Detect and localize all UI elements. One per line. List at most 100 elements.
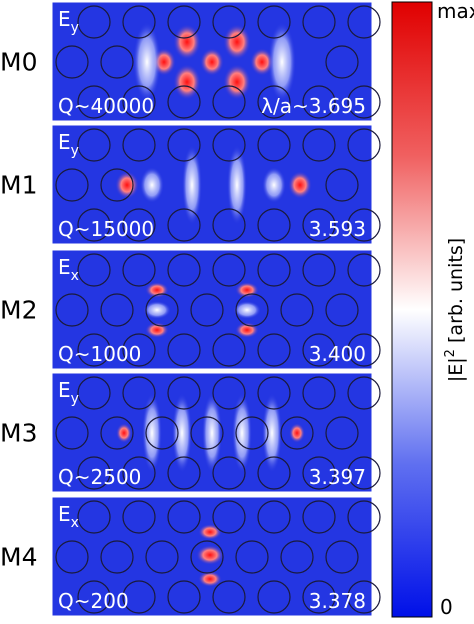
air-hole [235,293,269,327]
air-hole [302,5,336,39]
field-map [51,124,373,245]
air-hole [347,456,381,490]
air-hole [77,333,111,367]
quality-factor: Q~15000 [58,217,154,241]
air-hole [190,540,224,574]
field-lobe [262,167,286,203]
field-lobe [268,22,296,102]
field-lobe [288,171,312,199]
field-lobe [140,167,164,203]
air-hole [347,580,381,614]
air-hole [302,456,336,490]
air-hole [325,416,359,450]
colorbar-label: |E|2 [arb. units] [443,238,467,382]
air-hole [347,500,381,534]
air-hole [167,85,201,119]
air-hole [122,580,156,614]
colorbar-max: max [437,0,474,23]
field-lobe [289,423,305,443]
quality-factor: Q~1000 [58,342,141,366]
air-hole [122,376,156,410]
field-subscript: y [71,391,79,407]
air-hole [212,456,246,490]
air-hole [167,208,201,242]
air-hole [145,416,179,450]
field-lobe [223,64,251,100]
field-symbol: E [58,378,71,402]
air-hole [77,376,111,410]
air-hole [77,128,111,162]
field-lobe [115,171,139,199]
air-hole [257,253,291,287]
air-hole [347,208,381,242]
air-hole [325,168,359,202]
air-hole [280,540,314,574]
air-hole [347,5,381,39]
air-hole [122,5,156,39]
air-hole [55,45,89,79]
air-hole [77,456,111,490]
air-hole [190,293,224,327]
field-symbol: E [58,7,71,31]
normalized-wavelength: λ/a~3.695 [261,94,366,118]
air-hole [212,208,246,242]
air-hole [257,333,291,367]
air-hole [302,208,336,242]
mode-panel: Ey Q~15000 3.593 [51,124,381,245]
field-lobe [133,22,161,102]
air-hole [77,85,111,119]
field-component: Ey [58,378,79,407]
air-hole [302,580,336,614]
field-lobe [223,24,251,60]
air-hole [122,456,156,490]
field-lobe [142,393,162,473]
field-symbol: E [58,130,71,154]
field-symbol: E [58,255,71,279]
air-hole [212,333,246,367]
field-lobe [262,393,282,473]
normalized-wavelength: 3.400 [309,342,366,366]
air-hole [122,85,156,119]
mode-label: M2 [0,296,37,325]
air-hole [302,128,336,162]
air-hole [100,540,134,574]
field-subscript: y [71,143,79,159]
air-hole [235,540,269,574]
air-hole [212,376,246,410]
field-subscript: x [71,515,79,531]
air-hole [302,85,336,119]
air-hole [122,333,156,367]
air-hole [100,416,134,450]
air-hole [122,208,156,242]
colorbar-min: 0 [440,595,453,619]
air-hole [302,333,336,367]
air-hole [122,128,156,162]
air-hole [100,45,134,79]
air-hole [212,5,246,39]
field-symbol: E [58,502,71,526]
air-hole [212,580,246,614]
air-hole [257,208,291,242]
normalized-wavelength: 3.593 [309,217,366,241]
air-hole [77,580,111,614]
air-hole [77,208,111,242]
air-hole [212,128,246,162]
air-hole [145,293,179,327]
air-hole [347,85,381,119]
mode-panel: Ey Q~40000 λ/a~3.695 [51,1,381,122]
air-hole [257,128,291,162]
air-hole [257,580,291,614]
label-part: [arb. units] [445,238,467,349]
field-lobe [182,145,202,225]
air-hole [55,293,89,327]
air-hole [145,540,179,574]
field-lobe [202,393,222,473]
air-hole [325,540,359,574]
normalized-wavelength: 3.397 [309,465,366,489]
field-subscript: x [71,268,79,284]
air-hole [280,293,314,327]
field-lobe [173,64,201,100]
field-lobe [196,545,224,565]
air-hole [167,253,201,287]
